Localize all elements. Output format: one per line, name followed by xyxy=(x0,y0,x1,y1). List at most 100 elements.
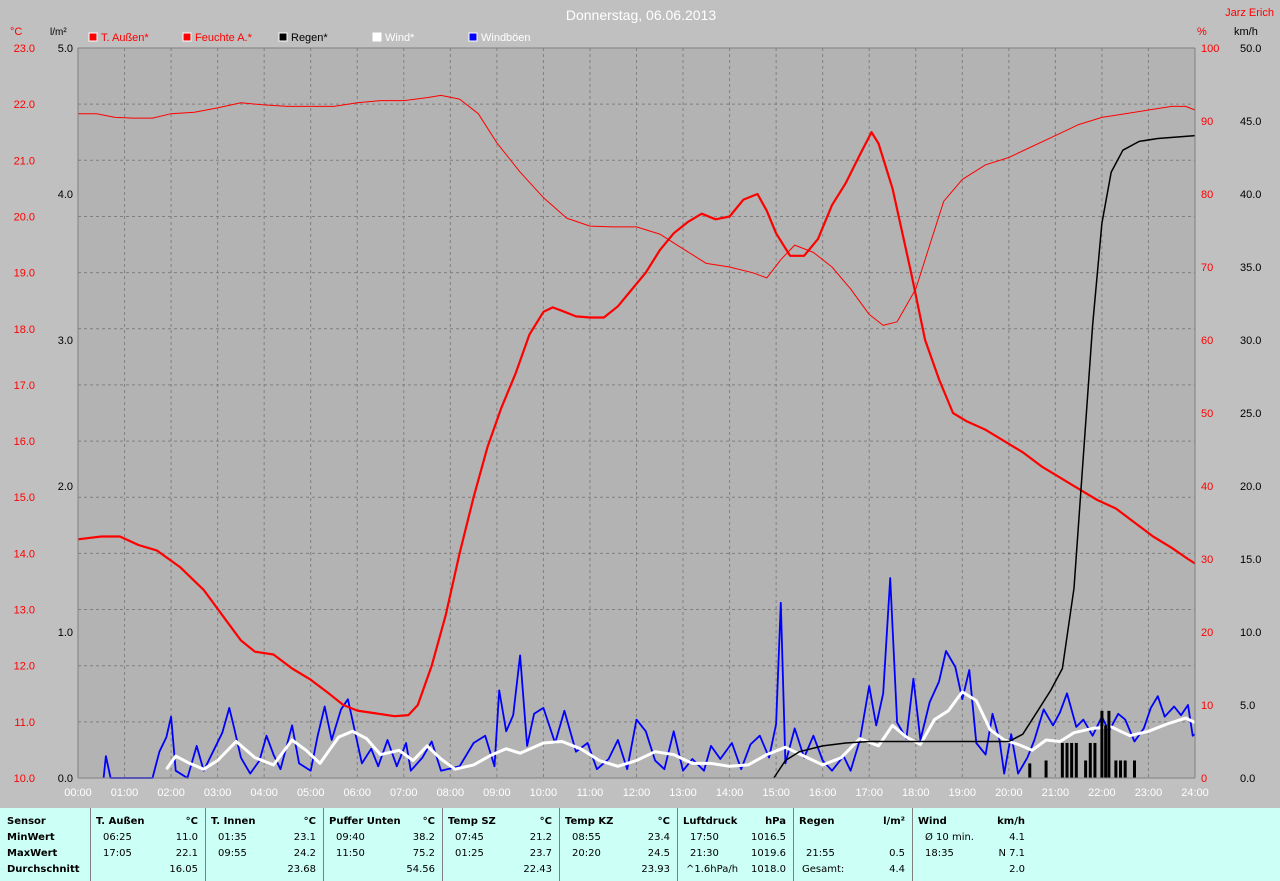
humidity-tick-label: 80 xyxy=(1201,189,1213,201)
wind-tick-label: 10.0 xyxy=(1240,627,1261,639)
max-value: N 7.1 xyxy=(998,848,1025,859)
humidity-tick-label: 70 xyxy=(1201,262,1213,274)
row-label-min: MinWert xyxy=(7,832,55,843)
min-value: 21.2 xyxy=(529,832,552,843)
legend-label: Wind* xyxy=(385,32,415,44)
author-label: Jarz Erich xyxy=(1225,7,1274,19)
wind-tick-label: 5.0 xyxy=(1240,700,1255,712)
series-group xyxy=(77,94,1196,779)
legend-label: Regen* xyxy=(291,32,328,44)
max-value: 22.1 xyxy=(175,848,198,859)
min-value: 23.1 xyxy=(293,832,316,843)
axes: 10.0 11.0 12.0 13.0 14.0 15.0 16.0 17.0 18.0 19.0… xyxy=(14,43,1262,799)
stats-header-name: Regen xyxy=(799,816,835,827)
humidity-tick-label: 100 xyxy=(1201,43,1219,55)
legend-label: Windböen xyxy=(481,32,531,44)
stats-column-wind: Wind km/h Ø 10 min. 4.1 18:35 N 7.1 2.0 xyxy=(912,808,1033,881)
x-tick-label: 00:00 xyxy=(64,787,92,799)
rain-unit-label: l/m² xyxy=(50,27,67,38)
rain-bar xyxy=(1070,742,1074,778)
legend-swatch xyxy=(278,32,288,42)
x-tick-label: 13:00 xyxy=(669,787,697,799)
avg-value: 54.56 xyxy=(406,864,435,875)
x-tick-label: 11:00 xyxy=(577,787,604,799)
temp-tick-label: 19.0 xyxy=(14,268,35,280)
x-tick-label: 08:00 xyxy=(437,787,465,799)
x-tick-label: 21:00 xyxy=(1042,787,1070,799)
humidity-tick-label: 30 xyxy=(1201,554,1213,566)
rain-bar xyxy=(1060,742,1064,778)
avg-value: 16.05 xyxy=(169,864,198,875)
legend-label: T. Außen* xyxy=(101,32,149,44)
legend-item-gusts: Windböen xyxy=(468,32,531,44)
max-time: 21:30 xyxy=(690,848,719,859)
legend-item-rain: Regen* xyxy=(278,32,328,44)
min-value: 38.2 xyxy=(412,832,435,843)
legend-item-temp-outside: T. Außen* xyxy=(88,32,149,44)
stats-header-sensor: Sensor xyxy=(7,816,46,827)
x-tick-label: 24:00 xyxy=(1181,787,1209,799)
stats-table: Sensor MinWert MaxWert Durchschnitt T. A… xyxy=(0,808,1280,881)
legend-swatch xyxy=(372,32,382,42)
legend-swatch xyxy=(88,32,98,42)
rain-bar xyxy=(1088,742,1092,778)
x-tick-label: 02:00 xyxy=(157,787,185,799)
max-time: 17:05 xyxy=(103,848,132,859)
temp-tick-label: 14.0 xyxy=(14,548,35,560)
humidity-tick-label: 90 xyxy=(1201,116,1213,128)
avg-value: 22.43 xyxy=(523,864,552,875)
rain-bar xyxy=(1093,742,1097,778)
x-tick-label: 09:00 xyxy=(483,787,511,799)
min-time: 07:45 xyxy=(455,832,484,843)
stats-header-unit: °C xyxy=(657,816,670,827)
stats-header-unit: °C xyxy=(539,816,552,827)
avg-value: 4.4 xyxy=(889,864,905,875)
series-rain xyxy=(773,134,1196,779)
x-tick-label: 14:00 xyxy=(716,787,744,799)
rain-bar xyxy=(1084,760,1088,778)
stats-column-temp-sz: Temp SZ °C 07:45 21.2 01:25 23.7 22.43 xyxy=(442,808,560,881)
temp-unit-label: °C xyxy=(10,26,22,38)
avg-label: Gesamt: xyxy=(802,864,845,875)
rain-bar xyxy=(1104,725,1108,778)
max-value: 0.5 xyxy=(889,848,905,859)
x-tick-label: 19:00 xyxy=(949,787,977,799)
row-label-avg: Durchschnitt xyxy=(7,864,80,875)
min-value: 4.1 xyxy=(1009,832,1025,843)
max-time: 20:20 xyxy=(572,848,601,859)
max-value: 75.2 xyxy=(412,848,435,859)
x-tick-label: 23:00 xyxy=(1135,787,1163,799)
stats-header-unit: °C xyxy=(422,816,435,827)
rain-bar xyxy=(1119,760,1123,778)
temp-tick-label: 15.0 xyxy=(14,492,35,504)
stats-header-name: Temp KZ xyxy=(565,816,614,827)
stats-header-unit: °C xyxy=(185,816,198,827)
rain-tick-label: 5.0 xyxy=(58,43,73,55)
rain-bar xyxy=(1114,760,1118,778)
legend-item-wind: Wind* xyxy=(372,32,415,44)
stats-header-unit: hPa xyxy=(765,816,786,827)
humidity-unit-label: % xyxy=(1197,26,1207,38)
humidity-tick-label: 20 xyxy=(1201,627,1213,639)
temp-tick-label: 13.0 xyxy=(14,605,35,617)
min-time: 01:35 xyxy=(218,832,247,843)
temp-tick-label: 23.0 xyxy=(14,43,35,55)
rain-bar xyxy=(1132,760,1136,778)
x-tick-label: 20:00 xyxy=(995,787,1023,799)
humidity-tick-label: 50 xyxy=(1201,408,1213,420)
min-value: 23.4 xyxy=(647,832,670,843)
x-tick-label: 10:00 xyxy=(530,787,558,799)
avg-value: 23.93 xyxy=(641,864,670,875)
min-time: 09:40 xyxy=(336,832,365,843)
max-time: 18:35 xyxy=(925,848,954,859)
max-time: 01:25 xyxy=(455,848,484,859)
rain-bar xyxy=(1100,710,1104,778)
rain-bar xyxy=(1123,760,1127,778)
rain-tick-label: 4.0 xyxy=(58,189,73,201)
min-time: 17:50 xyxy=(690,832,719,843)
stats-header-name: Puffer Unten xyxy=(329,816,401,827)
stats-column-luftdruck: Luftdruck hPa 17:50 1016.5 21:30 1019.6 ^1.6hP… xyxy=(677,808,794,881)
min-value: 11.0 xyxy=(175,832,198,843)
wind-tick-label: 0.0 xyxy=(1240,773,1255,785)
temp-tick-label: 16.0 xyxy=(14,436,35,448)
